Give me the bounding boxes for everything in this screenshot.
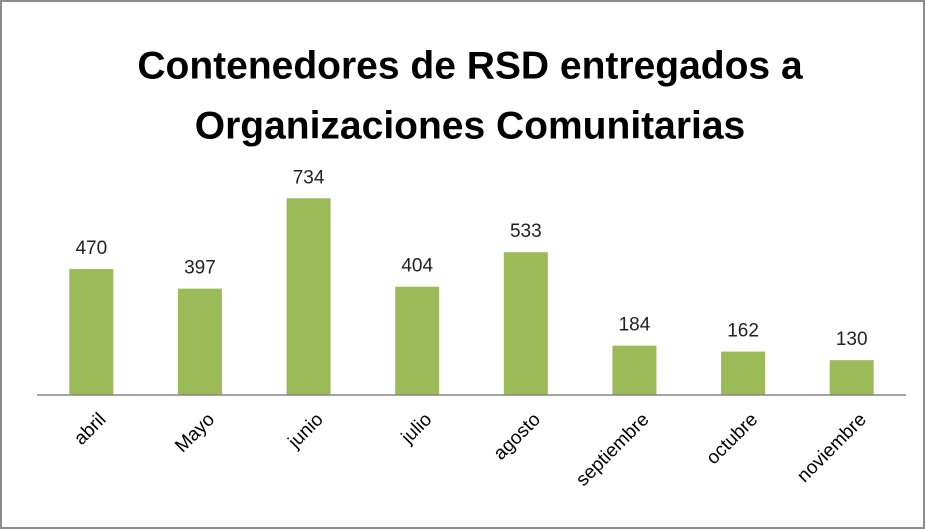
chart-title: Organizaciones Comunitarias [195, 104, 745, 147]
data-label: 734 [293, 167, 325, 188]
data-label: 162 [727, 321, 759, 342]
chart-title: Contenedores de RSD entregados a [137, 44, 803, 87]
bar [721, 351, 766, 395]
bar [286, 198, 331, 395]
bar [829, 360, 874, 395]
data-label: 130 [836, 329, 868, 350]
bar [177, 288, 222, 395]
data-label: 184 [619, 315, 651, 336]
data-label: 404 [401, 256, 433, 277]
data-label: 533 [510, 221, 542, 242]
bar [395, 286, 440, 395]
data-label: 397 [184, 258, 216, 279]
bar [612, 345, 657, 395]
data-label: 470 [75, 238, 107, 259]
bar [69, 269, 114, 395]
bar [503, 252, 548, 395]
